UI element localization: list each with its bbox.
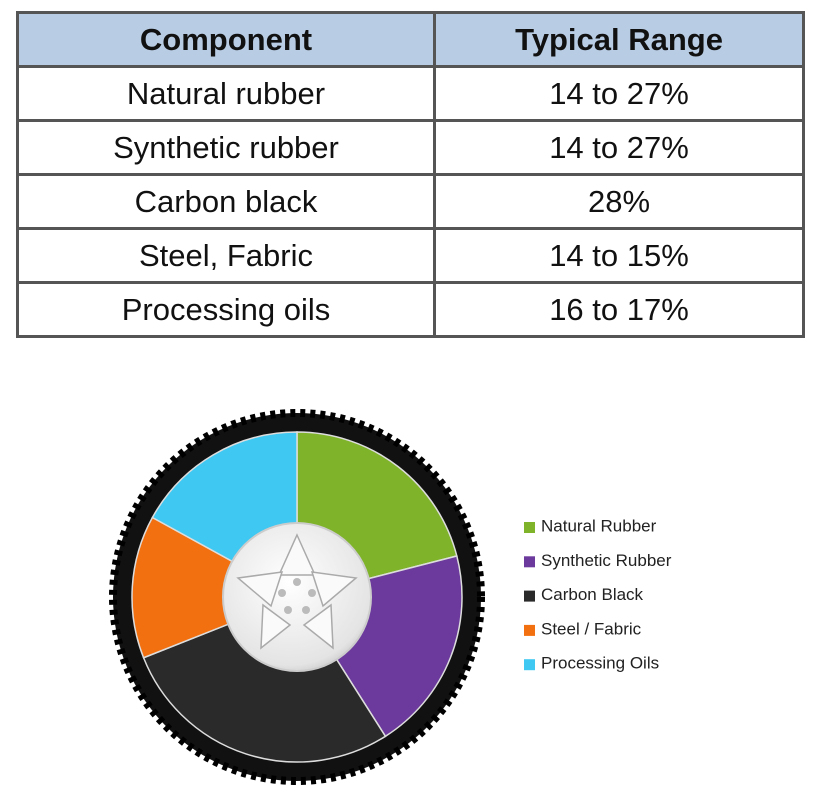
table-cell: 28% (433, 173, 805, 230)
pie (131, 431, 463, 763)
header-cell: Component (16, 11, 436, 68)
pie-slice (131, 516, 299, 659)
hub (222, 522, 372, 672)
pie-slice (142, 596, 387, 763)
hub-spokes (236, 533, 358, 650)
legend-label: Synthetic Rubber (541, 551, 672, 570)
legend-swatch (524, 590, 535, 602)
table-cell: Natural rubber (16, 65, 436, 122)
header-row: Component Typical Range (16, 11, 805, 68)
legend-label: Natural Rubber (541, 516, 657, 535)
legend-swatch (524, 522, 535, 533)
legend-swatch (524, 624, 535, 636)
legend: Natural Rubber Synthetic Rubber Carbon Bla… (524, 516, 672, 673)
legend-label: Processing Oils (541, 654, 659, 673)
tread (109, 409, 485, 785)
chart: Natural Rubber Synthetic Rubber Carbon Bla… (109, 409, 672, 785)
table-cell: Carbon black (16, 173, 436, 230)
table-body: Natural rubber 14 to 27% Synthetic rubber 1… (16, 65, 805, 338)
table-row: Processing oils 16 to 17% (16, 281, 805, 338)
table-row: Natural rubber 14 to 27% (16, 65, 805, 122)
table-cell: Synthetic rubber (16, 119, 436, 176)
header-cell: Typical Range (433, 11, 805, 68)
table-row: Carbon black 28% (16, 173, 805, 230)
bolts (278, 578, 316, 614)
table-cell: 14 to 27% (433, 119, 805, 176)
legend-label: Carbon Black (541, 585, 644, 604)
table-cell: 16 to 17% (433, 281, 805, 338)
table-cell: Steel, Fabric (16, 227, 436, 284)
table-cell: Processing oils (16, 281, 436, 338)
hub-rim (222, 522, 372, 672)
legend-swatch (524, 556, 535, 568)
composition-table: Component Typical Range Natural rubber 14… (16, 11, 805, 338)
legend-swatch (524, 659, 535, 671)
table-cell: 14 to 15% (433, 227, 805, 284)
table-cell: 14 to 27% (433, 65, 805, 122)
table-row: Synthetic rubber 14 to 27% (16, 119, 805, 176)
table-row: Steel, Fabric 14 to 15% (16, 227, 805, 284)
legend-label: Steel / Fabric (541, 619, 642, 638)
